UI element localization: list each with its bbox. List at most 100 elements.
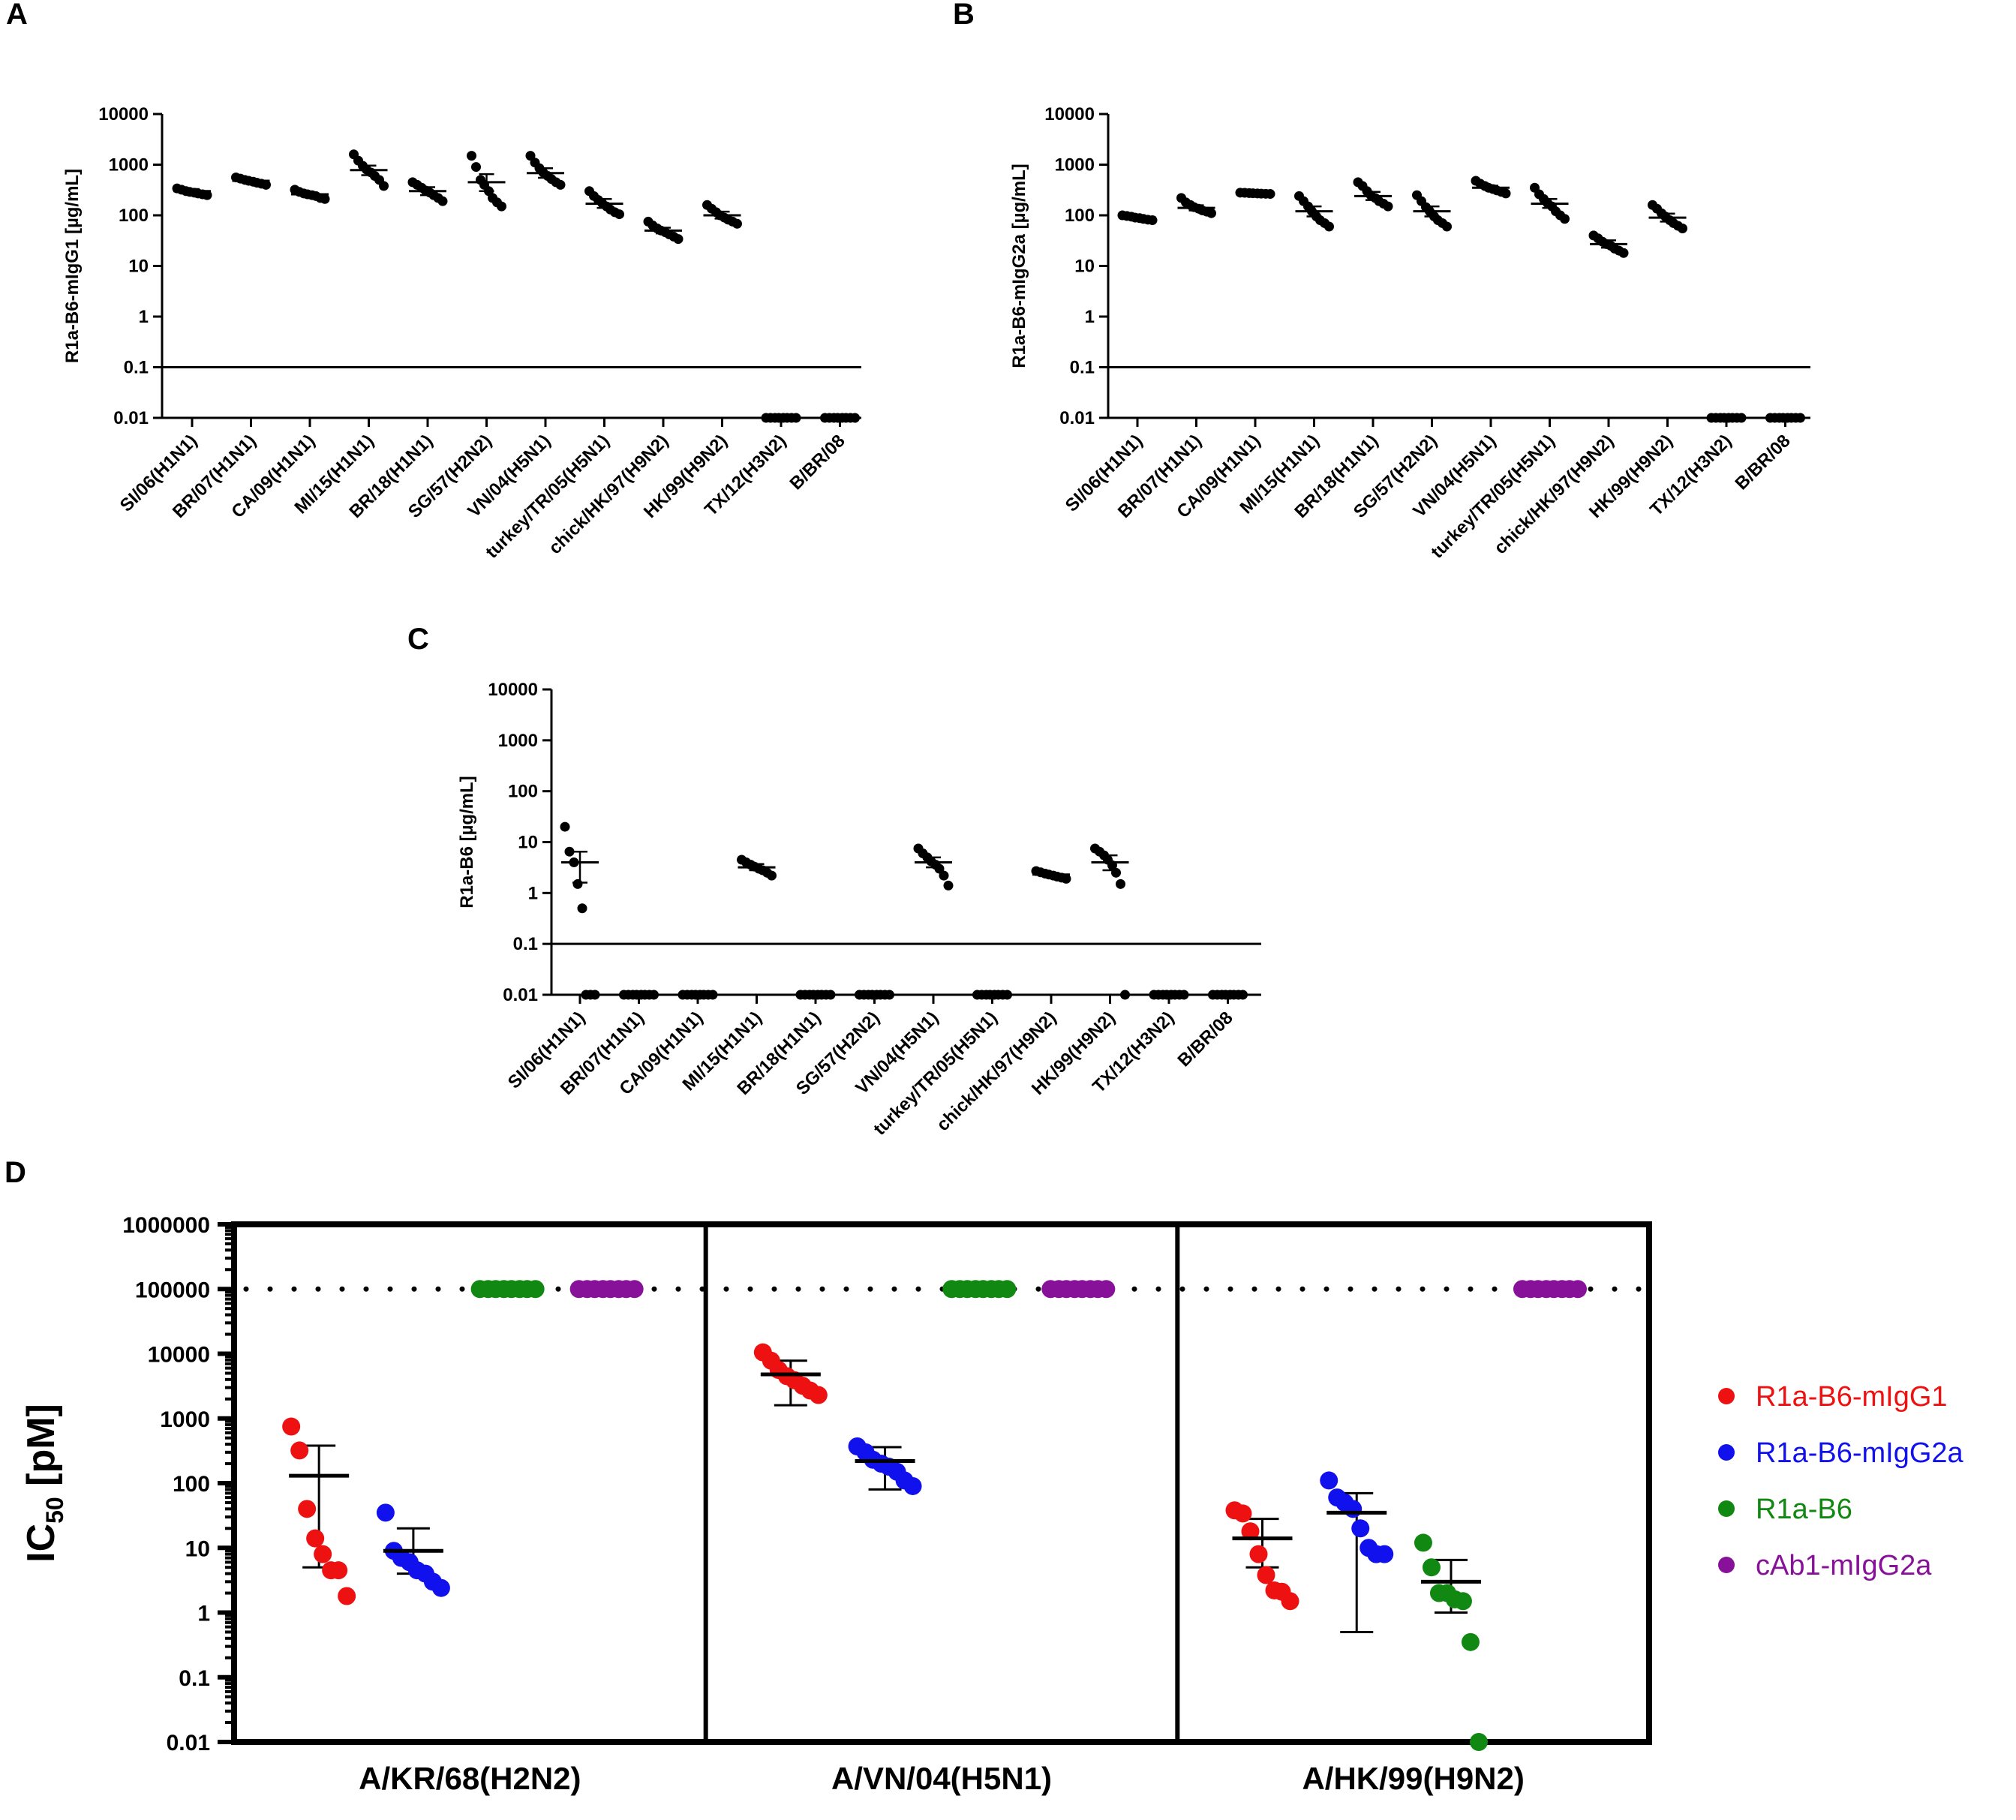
data-point-r1a-b6 xyxy=(998,1280,1017,1299)
y-axis-label-subscript: 50 xyxy=(41,1497,68,1524)
y-tick-label: 0.01 xyxy=(113,408,149,428)
y-tick-label: 0.1 xyxy=(1070,358,1095,378)
x-category-label: A/HK/99(H9N2) xyxy=(1302,1761,1524,1796)
data-point-r1a-b6-migg1 xyxy=(298,1500,317,1518)
y-tick-label: 0.1 xyxy=(124,358,149,378)
data-point xyxy=(497,201,506,212)
data-point xyxy=(1560,214,1570,224)
legend-marker xyxy=(1718,1500,1735,1517)
y-tick-label: 1 xyxy=(1085,307,1095,327)
data-point xyxy=(555,179,566,190)
y-axis-label: R1a-B6-mIgG1 [µg/mL] xyxy=(62,169,83,363)
x-category-label: B/BR/08 xyxy=(1732,431,1795,494)
data-point xyxy=(1442,221,1452,232)
data-point xyxy=(261,179,271,190)
y-axis-label: R1a-B6-mIgG2a [µg/mL] xyxy=(1009,164,1029,368)
data-point xyxy=(1116,878,1125,889)
y-tick-label: 0.1 xyxy=(179,1666,210,1691)
data-point xyxy=(1120,990,1130,1000)
y-tick-label: 100 xyxy=(119,206,149,226)
y-tick-label: 100 xyxy=(508,782,538,802)
y-tick-label: 1000 xyxy=(498,731,538,751)
data-point-cab1-migg2a xyxy=(1568,1280,1587,1299)
data-point-r1a-b6-migg2a xyxy=(1351,1519,1370,1538)
data-point xyxy=(1324,221,1334,232)
data-point-r1a-b6 xyxy=(1469,1733,1488,1751)
data-point-r1a-b6-migg1 xyxy=(1249,1545,1268,1563)
legend-label: cAb1-mIgG2a xyxy=(1756,1550,1932,1581)
data-point-r1a-b6-migg2a xyxy=(1344,1500,1363,1518)
y-tick-label: 1000000 xyxy=(122,1213,210,1238)
y-tick-label: 0.1 xyxy=(513,934,538,954)
x-category-label: B/BR/08 xyxy=(1174,1008,1237,1071)
data-point-r1a-b6-migg2a xyxy=(1375,1545,1394,1563)
data-point xyxy=(1111,867,1121,878)
y-tick-label: 10000 xyxy=(488,680,538,700)
data-point-r1a-b6 xyxy=(1461,1632,1480,1651)
x-category-label: B/BR/08 xyxy=(786,431,849,494)
data-point-cab1-migg2a xyxy=(1097,1280,1116,1299)
data-point xyxy=(590,990,600,1000)
plot-frame xyxy=(231,1221,1652,1745)
y-tick-label: 10 xyxy=(1074,257,1095,277)
legend-marker xyxy=(1718,1388,1735,1404)
data-point-r1a-b6-migg1 xyxy=(1257,1566,1275,1584)
y-axis-label: R1a-B6 [µg/mL] xyxy=(457,776,477,908)
panel-letter-d: D xyxy=(5,1156,26,1189)
y-tick-label: 100 xyxy=(1065,206,1095,226)
y-axis-label-unit: [pM] xyxy=(20,1404,63,1497)
legend: R1a-B6-mIgG1 R1a-B6-mIgG2a R1a-B6 cAb1-mIgG… xyxy=(1718,1381,1964,1581)
data-point xyxy=(560,821,570,832)
data-point-r1a-b6-migg1 xyxy=(290,1441,309,1460)
x-category-label: A/KR/68(H2N2) xyxy=(359,1761,581,1796)
data-point xyxy=(673,234,684,245)
data-point xyxy=(1206,208,1216,218)
data-point-r1a-b6-migg1 xyxy=(1281,1592,1299,1611)
legend-label: R1a-B6 xyxy=(1756,1494,1852,1525)
data-point xyxy=(767,870,777,881)
panel-d: D 1000000 100000 10000 1000 100 10 1 0.1 0.01 IC50… xyxy=(5,1156,1964,1796)
data-point xyxy=(1061,873,1071,884)
y-tick-label: 10000 xyxy=(1044,104,1095,125)
y-tick-label: 1000 xyxy=(160,1407,210,1432)
data-point-r1a-b6-migg2a xyxy=(903,1476,922,1495)
legend-marker xyxy=(1718,1444,1735,1461)
data-point xyxy=(577,903,587,914)
y-axis-label: IC50 [pM] xyxy=(20,1404,68,1563)
y-tick-label: 10 xyxy=(185,1536,210,1561)
data-point-r1a-b6-migg1 xyxy=(338,1587,356,1605)
data-point xyxy=(202,190,212,200)
y-tick-label: 0.01 xyxy=(1059,408,1095,428)
data-point xyxy=(467,151,476,161)
data-point xyxy=(1618,248,1629,258)
data-point-r1a-b6 xyxy=(526,1280,545,1299)
data-point-r1a-b6-migg1 xyxy=(809,1386,828,1404)
data-point-r1a-b6-migg1 xyxy=(282,1417,301,1436)
data-point xyxy=(614,209,624,220)
y-tick-label: 1 xyxy=(139,307,149,327)
data-point xyxy=(732,218,742,229)
x-category-label: A/VN/04(H5N1) xyxy=(831,1761,1052,1796)
legend-label: R1a-B6-mIgG1 xyxy=(1756,1381,1948,1413)
data-point-r1a-b6 xyxy=(1414,1533,1432,1552)
y-tick-label: 10000 xyxy=(98,104,149,125)
data-point-r1a-b6-migg2a xyxy=(1320,1471,1338,1490)
data-point-r1a-b6-migg1 xyxy=(314,1545,332,1563)
y-tick-label: 10000 xyxy=(148,1343,210,1368)
y-tick-label: 0.01 xyxy=(503,985,538,1005)
y-tick-label: 1 xyxy=(197,1602,210,1626)
data-point xyxy=(379,181,389,191)
data-point-r1a-b6 xyxy=(1453,1592,1472,1611)
panel-letter-c: C xyxy=(407,623,429,656)
data-point xyxy=(572,878,583,889)
legend-label: R1a-B6-mIgG2a xyxy=(1756,1437,1964,1469)
panel-a: A 10000 1000 100 10 1 0.1 0.01 R1a-B6-mIgG1 [µg/… xyxy=(6,0,861,563)
data-point-r1a-b6-migg1 xyxy=(1241,1522,1260,1541)
data-point xyxy=(437,196,448,206)
data-point-r1a-b6-migg1 xyxy=(1233,1504,1252,1523)
data-point xyxy=(1383,201,1393,212)
data-point-r1a-b6-migg2a xyxy=(376,1503,395,1522)
y-tick-label: 100 xyxy=(173,1472,210,1497)
